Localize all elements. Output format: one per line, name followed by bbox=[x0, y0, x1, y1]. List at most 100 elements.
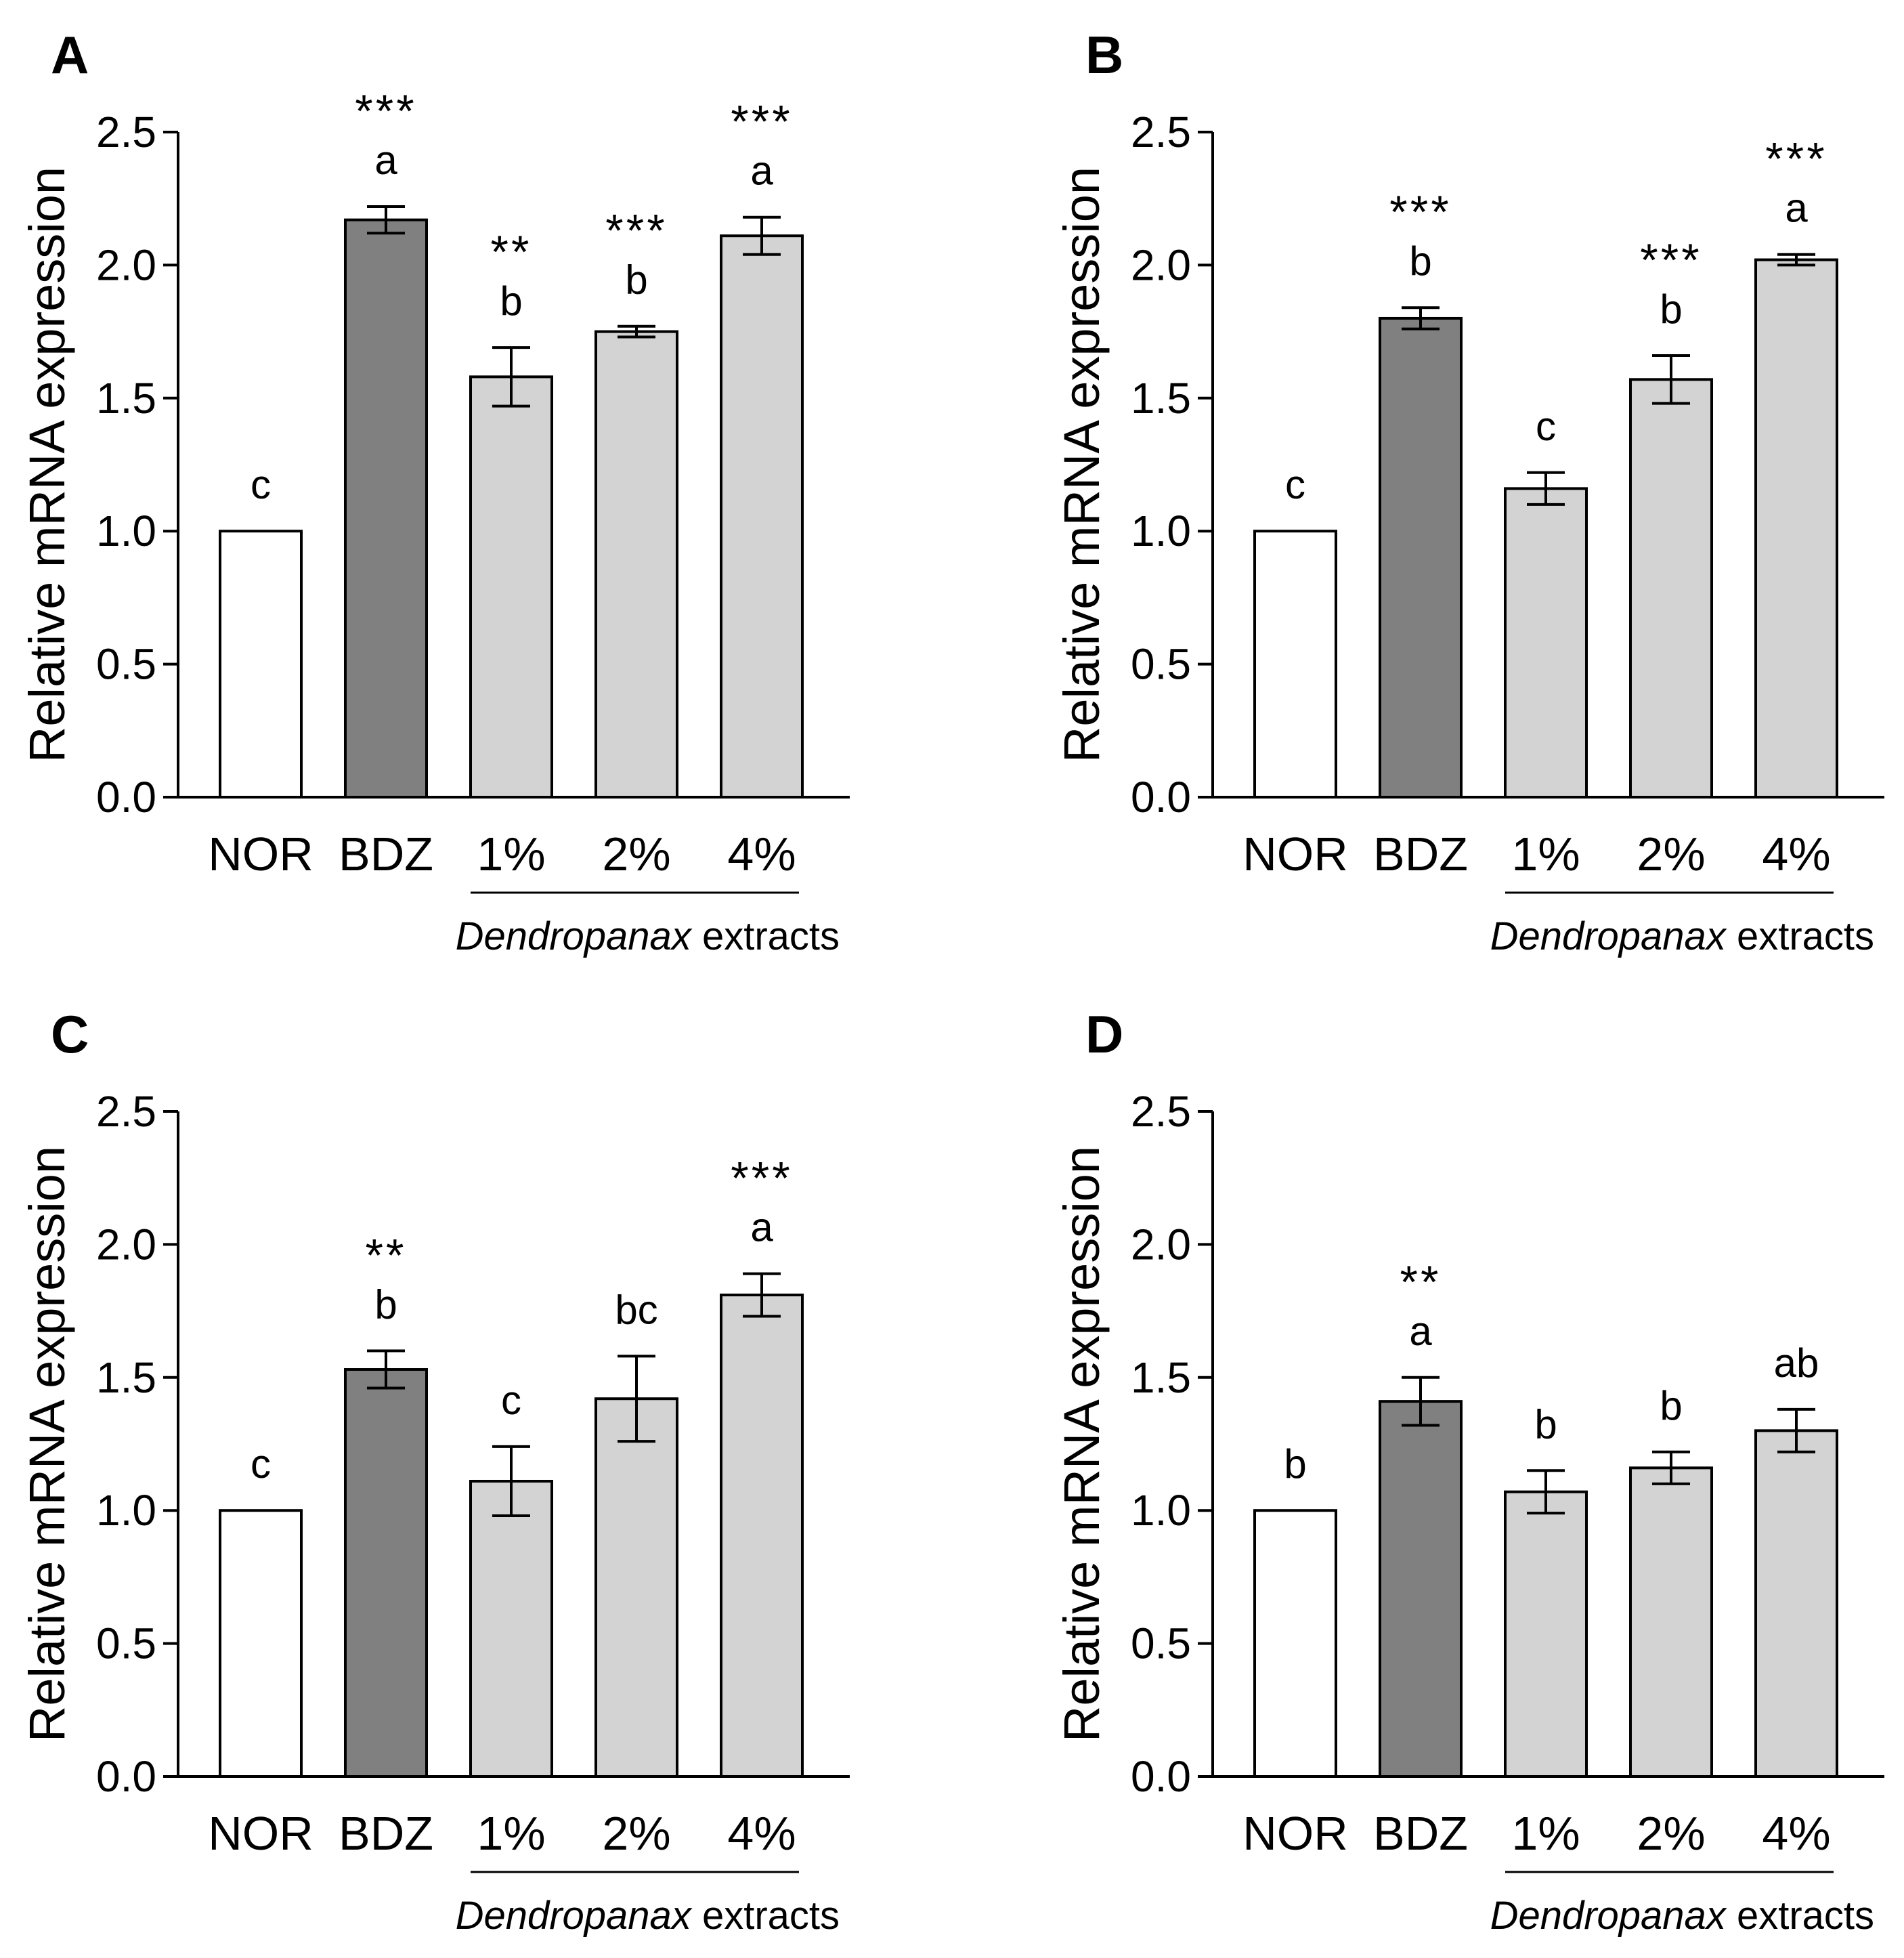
group-label-italic: Dendropanax bbox=[1490, 1894, 1727, 1938]
significance-stars: ** bbox=[366, 1230, 407, 1281]
y-tick-label: 2.5 bbox=[96, 108, 156, 156]
group-label: Dendropanax extracts bbox=[1490, 1894, 1874, 1938]
group-label-italic: Dendropanax bbox=[456, 914, 693, 958]
bar-2pct bbox=[1629, 1466, 1713, 1778]
significance-stars: *** bbox=[1640, 234, 1702, 286]
x-category-label: 4% bbox=[1762, 1807, 1830, 1860]
group-label-rest: extracts bbox=[1726, 1894, 1874, 1938]
bar-2pct bbox=[594, 1397, 678, 1778]
bar-4pct bbox=[1754, 258, 1838, 799]
y-tick-label: 2.0 bbox=[1131, 1220, 1191, 1269]
y-tick-label: 2.0 bbox=[96, 1220, 156, 1269]
y-tick-label: 2.5 bbox=[1131, 108, 1191, 156]
x-category-label: 1% bbox=[1511, 828, 1580, 880]
y-tick-label: 1.5 bbox=[1131, 1353, 1191, 1402]
significance-letter: b bbox=[1409, 238, 1431, 284]
significance-letter: a bbox=[1785, 186, 1808, 231]
bar-4pct bbox=[1754, 1429, 1838, 1778]
group-label-italic: Dendropanax bbox=[456, 1894, 693, 1938]
significance-stars: ** bbox=[1400, 1256, 1442, 1308]
significance-letter: b bbox=[625, 257, 647, 303]
bar-2pct bbox=[594, 330, 678, 799]
x-category-label: NOR bbox=[208, 828, 313, 880]
bar-nor bbox=[1253, 1509, 1337, 1778]
bar-1pct bbox=[1504, 1490, 1588, 1778]
y-tick-label: 1.5 bbox=[1131, 374, 1191, 423]
group-label-italic: Dendropanax bbox=[1490, 914, 1727, 958]
significance-letter: b bbox=[1284, 1441, 1306, 1487]
y-tick-label: 2.5 bbox=[1131, 1087, 1191, 1136]
bar-4pct bbox=[720, 234, 804, 799]
y-tick-label: 2.5 bbox=[96, 1087, 156, 1136]
x-category-label: 2% bbox=[1637, 1807, 1705, 1860]
x-category-label: 1% bbox=[1511, 1807, 1580, 1860]
y-tick-label: 1.5 bbox=[96, 1353, 156, 1402]
y-tick-label: 0.0 bbox=[96, 1752, 156, 1801]
panel-a: A Relative mRNA expression 0.0 0.5 1.0 1.5 2.0… bbox=[19, 25, 850, 958]
significance-letter: bc bbox=[615, 1287, 657, 1332]
x-category-label: 2% bbox=[602, 828, 670, 880]
bar-1pct bbox=[469, 1479, 553, 1778]
x-category-label: 2% bbox=[1637, 828, 1705, 880]
y-tick-label: 1.0 bbox=[96, 1486, 156, 1535]
y-tick-label: 1.0 bbox=[96, 507, 156, 555]
x-category-label: BDZ bbox=[339, 1807, 433, 1860]
bar-nor bbox=[219, 530, 303, 799]
significance-letter: c bbox=[1536, 404, 1556, 449]
group-label: Dendropanax extracts bbox=[456, 914, 840, 958]
bar-bdz bbox=[1379, 1400, 1463, 1778]
x-category-label: 4% bbox=[727, 828, 796, 880]
significance-letter: a bbox=[750, 148, 773, 194]
y-tick-label: 1.5 bbox=[96, 374, 156, 423]
bar-nor bbox=[1253, 530, 1337, 799]
y-axis-label: Relative mRNA expression bbox=[1054, 167, 1110, 763]
bar-bdz bbox=[344, 1368, 428, 1778]
y-tick-label: 0.5 bbox=[96, 640, 156, 689]
significance-letter: b bbox=[500, 278, 522, 324]
bar-bdz bbox=[1379, 316, 1463, 799]
y-tick-label: 0.0 bbox=[1131, 773, 1191, 822]
x-category-label: 2% bbox=[602, 1807, 670, 1860]
bar-2pct bbox=[1629, 378, 1713, 799]
y-tick-label: 1.0 bbox=[1131, 1486, 1191, 1535]
significance-stars: *** bbox=[1389, 186, 1451, 238]
y-tick-label: 0.5 bbox=[1131, 1619, 1191, 1668]
panel-b: B Relative mRNA expression 0.0 0.5 1.0 1.5 2.0… bbox=[1054, 25, 1884, 958]
significance-letter: a bbox=[750, 1205, 773, 1250]
significance-letter: c bbox=[501, 1378, 521, 1423]
significance-letter: c bbox=[251, 1441, 271, 1487]
y-tick-label: 0.0 bbox=[1131, 1752, 1191, 1801]
group-label-rest: extracts bbox=[691, 914, 840, 958]
x-category-label: NOR bbox=[208, 1807, 313, 1860]
significance-letter: ab bbox=[1774, 1340, 1819, 1386]
panel-letter: B bbox=[1085, 25, 1123, 85]
y-tick-label: 0.0 bbox=[96, 773, 156, 822]
bar-1pct bbox=[1504, 487, 1588, 799]
significance-letter: c bbox=[251, 462, 271, 507]
panel-letter: C bbox=[51, 1004, 89, 1064]
significance-letter: b bbox=[1660, 286, 1682, 332]
x-category-label: NOR bbox=[1242, 828, 1348, 880]
x-category-label: BDZ bbox=[1373, 828, 1468, 880]
significance-letter: c bbox=[1285, 462, 1305, 507]
x-category-label: 1% bbox=[477, 828, 545, 880]
bar-bdz bbox=[344, 218, 428, 799]
group-label: Dendropanax extracts bbox=[1490, 914, 1874, 958]
bar-1pct bbox=[469, 375, 553, 799]
x-category-label: BDZ bbox=[1373, 1807, 1468, 1860]
y-tick-label: 1.0 bbox=[1131, 507, 1191, 555]
group-label-rest: extracts bbox=[1726, 914, 1874, 958]
y-tick-label: 0.5 bbox=[1131, 640, 1191, 689]
x-category-label: 4% bbox=[727, 1807, 796, 1860]
y-axis-label: Relative mRNA expression bbox=[19, 167, 75, 763]
bar-nor bbox=[219, 1509, 303, 1778]
significance-stars: *** bbox=[731, 1153, 792, 1204]
x-category-label: BDZ bbox=[339, 828, 433, 880]
significance-letter: a bbox=[1409, 1308, 1432, 1354]
significance-stars: ** bbox=[491, 226, 532, 278]
x-category-label: NOR bbox=[1242, 1807, 1348, 1860]
significance-stars: *** bbox=[731, 96, 792, 148]
significance-stars: *** bbox=[355, 85, 416, 137]
y-tick-label: 2.0 bbox=[1131, 240, 1191, 289]
